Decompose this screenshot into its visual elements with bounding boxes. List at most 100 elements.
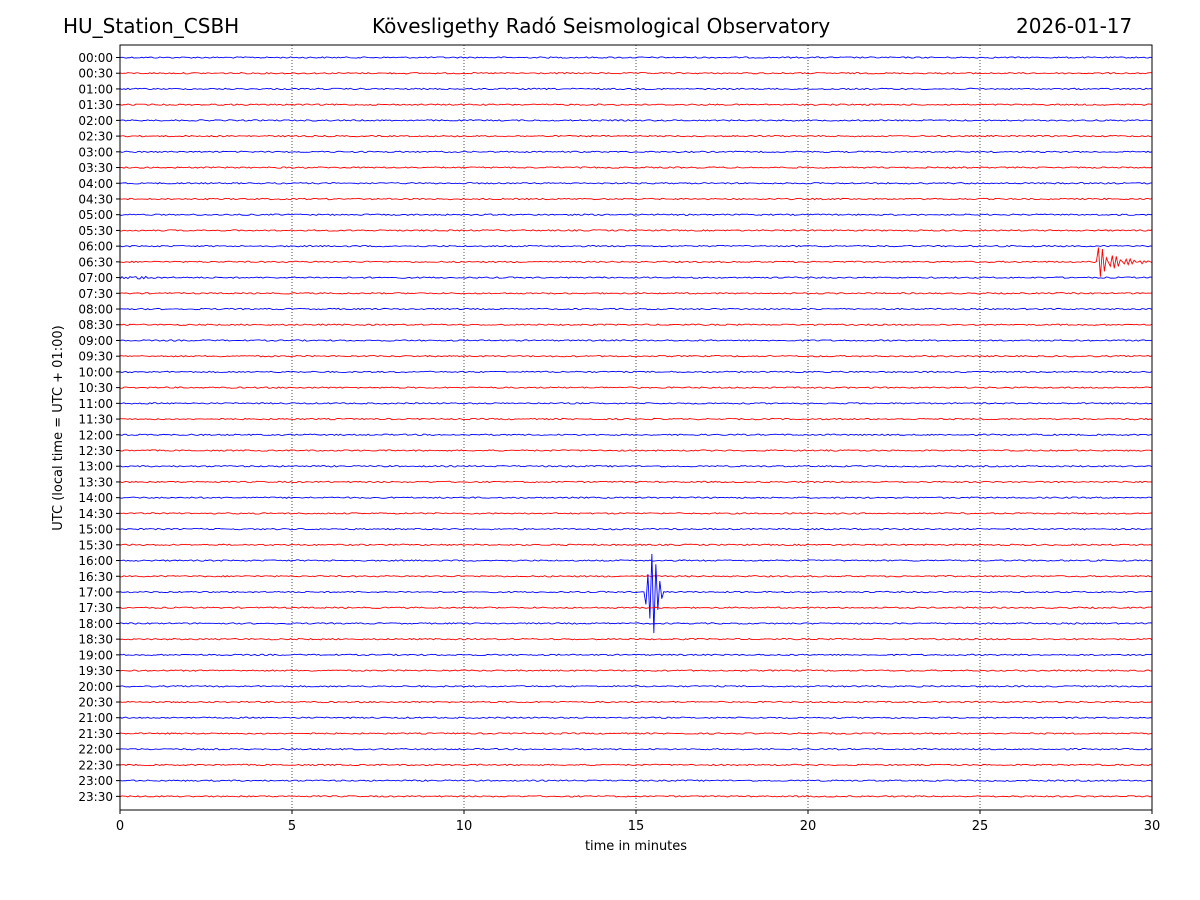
y-tick-label: 15:30 bbox=[78, 538, 113, 552]
trace-row-1030 bbox=[119, 386, 1153, 389]
y-tick-label: 23:00 bbox=[78, 774, 113, 788]
trace-row-1130 bbox=[119, 417, 1153, 421]
y-tick-label: 13:00 bbox=[78, 460, 113, 474]
trace-row-0830 bbox=[119, 323, 1153, 326]
y-tick-label: 08:00 bbox=[78, 303, 113, 317]
trace-row-0330 bbox=[119, 166, 1153, 169]
y-tick-label: 14:30 bbox=[78, 507, 113, 521]
y-tick-label: 16:30 bbox=[78, 570, 113, 584]
x-tick-label: 25 bbox=[972, 819, 989, 834]
y-tick-label: 06:00 bbox=[78, 240, 113, 254]
trace-row-0230 bbox=[119, 134, 1153, 138]
y-tick-label: 10:30 bbox=[78, 381, 113, 395]
trace-row-1900 bbox=[119, 653, 1153, 657]
trace-row-2000 bbox=[119, 685, 1153, 688]
y-axis-label: UTC (local time = UTC + 01:00) bbox=[51, 325, 66, 530]
trace-row-0300 bbox=[119, 150, 1153, 154]
traces bbox=[119, 56, 1153, 798]
trace-row-0400 bbox=[119, 182, 1153, 185]
trace-row-2230 bbox=[119, 763, 1153, 767]
trace-row-0930 bbox=[119, 354, 1153, 358]
y-tick-label: 02:00 bbox=[78, 114, 113, 128]
x-axis: 0 5 10 15 20 25 30 bbox=[116, 810, 1160, 834]
x-tick-label: 15 bbox=[628, 819, 645, 834]
y-tick-label: 19:30 bbox=[78, 664, 113, 678]
y-tick-label: 21:00 bbox=[78, 711, 113, 725]
trace-row-1630 bbox=[119, 575, 1153, 578]
trace-row-0800 bbox=[119, 307, 1153, 311]
y-tick-label: 12:00 bbox=[78, 428, 113, 442]
trace-row-0000 bbox=[119, 56, 1153, 59]
x-tick-label: 20 bbox=[800, 819, 817, 834]
trace-row-1200 bbox=[119, 433, 1153, 436]
trace-row-1430 bbox=[119, 512, 1153, 515]
trace-row-0730 bbox=[119, 292, 1153, 295]
y-tick-label: 18:00 bbox=[78, 617, 113, 631]
y-tick-label: 00:30 bbox=[78, 67, 113, 81]
trace-row-1530 bbox=[119, 543, 1153, 547]
trace-row-2030 bbox=[119, 700, 1153, 704]
trace-row-0500 bbox=[119, 213, 1153, 216]
x-tick-label: 30 bbox=[1144, 819, 1161, 834]
y-tick-label: 11:00 bbox=[78, 397, 113, 411]
x-tick-label: 10 bbox=[456, 819, 473, 834]
plot-date: 2026-01-17 bbox=[1016, 14, 1133, 38]
trace-row-1930 bbox=[119, 669, 1153, 672]
y-tick-label: 03:00 bbox=[78, 145, 113, 159]
y-tick-label: 09:00 bbox=[78, 334, 113, 348]
trace-row-1230 bbox=[119, 449, 1153, 452]
y-tick-label: 05:00 bbox=[78, 208, 113, 222]
trace-row-1800 bbox=[119, 622, 1153, 625]
trace-row-0600 bbox=[119, 244, 1153, 248]
trace-row-0030 bbox=[119, 72, 1153, 75]
trace-row-2300 bbox=[119, 779, 1153, 782]
trace-row-2330 bbox=[119, 795, 1153, 798]
trace-row-1400 bbox=[119, 496, 1153, 499]
y-tick-label: 01:30 bbox=[78, 98, 113, 112]
gridlines bbox=[291, 45, 981, 810]
y-tick-label: 20:00 bbox=[78, 680, 113, 694]
trace-row-1330 bbox=[119, 480, 1153, 484]
trace-row-0130 bbox=[119, 103, 1153, 106]
y-tick-label: 20:30 bbox=[78, 696, 113, 710]
y-tick-label: 07:00 bbox=[78, 271, 113, 285]
station-name: HU_Station_CSBH bbox=[63, 14, 240, 38]
y-tick-label: 08:30 bbox=[78, 318, 113, 332]
y-tick-label: 14:00 bbox=[78, 491, 113, 505]
y-tick-label: 04:30 bbox=[78, 192, 113, 206]
y-tick-label: 13:30 bbox=[78, 475, 113, 489]
y-tick-label: 03:30 bbox=[78, 161, 113, 175]
trace-row-2200 bbox=[119, 747, 1153, 751]
trace-row-1600 bbox=[119, 559, 1153, 562]
y-tick-label: 19:00 bbox=[78, 648, 113, 662]
y-tick-label: 04:00 bbox=[78, 177, 113, 191]
trace-row-0100 bbox=[119, 87, 1153, 91]
y-tick-label: 06:30 bbox=[78, 255, 113, 269]
trace-row-0530 bbox=[119, 229, 1153, 232]
y-tick-label: 11:30 bbox=[78, 413, 113, 427]
y-tick-label: 17:30 bbox=[78, 601, 113, 615]
trace-row-0630 bbox=[119, 247, 1153, 277]
y-tick-label: 15:00 bbox=[78, 523, 113, 537]
trace-row-1730 bbox=[119, 606, 1153, 609]
y-tick-label: 12:30 bbox=[78, 444, 113, 458]
trace-row-1300 bbox=[119, 465, 1153, 468]
y-tick-label: 02:30 bbox=[78, 130, 113, 144]
trace-row-0900 bbox=[119, 339, 1153, 342]
trace-row-2100 bbox=[119, 716, 1153, 719]
x-tick-label: 5 bbox=[288, 819, 296, 834]
trace-row-1000 bbox=[119, 370, 1153, 374]
y-tick-label: 05:30 bbox=[78, 224, 113, 238]
trace-row-0200 bbox=[119, 119, 1153, 122]
y-tick-label: 21:30 bbox=[78, 727, 113, 741]
trace-row-1500 bbox=[119, 527, 1153, 531]
y-tick-label: 09:30 bbox=[78, 350, 113, 364]
y-tick-label: 16:00 bbox=[78, 554, 113, 568]
trace-row-1830 bbox=[119, 637, 1153, 641]
y-tick-label: 22:00 bbox=[78, 743, 113, 757]
y-tick-label: 17:00 bbox=[78, 585, 113, 599]
y-tick-label: 00:00 bbox=[78, 51, 113, 65]
trace-row-1100 bbox=[119, 402, 1153, 405]
